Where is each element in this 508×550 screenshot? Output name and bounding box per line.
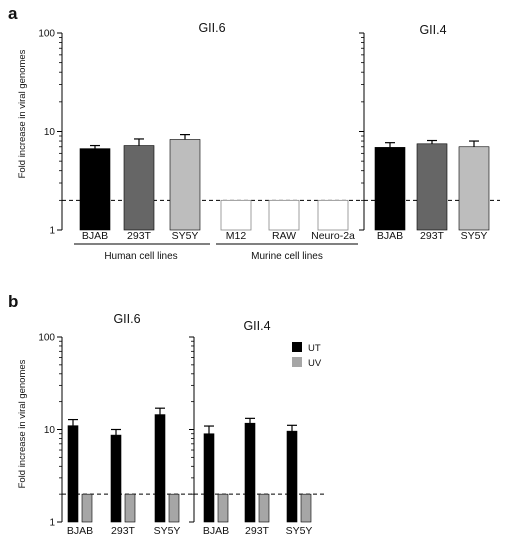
chart0-bar-raw <box>268 199 300 231</box>
chart2-bar-uv-sy5y <box>168 493 180 523</box>
panel-b-right-title: GII.4 <box>243 319 270 333</box>
chart3-bar-uv-293t <box>258 493 270 523</box>
chart3-category-label: 293T <box>245 525 270 537</box>
chart2-tick-label: 1 <box>49 518 55 529</box>
chart0-bar-bjab <box>79 148 111 231</box>
chart0-category-label: M12 <box>226 230 247 242</box>
legend-label-ut: UT <box>308 343 321 354</box>
chart2-bar-ut-bjab <box>67 425 79 523</box>
chart0-tick-label: 1 <box>49 226 55 237</box>
human-group-label: Human cell lines <box>104 251 177 262</box>
panel-b-ylabel: Fold increase in viral genomes <box>17 359 28 488</box>
chart3-bar-ut-sy5y <box>286 430 298 523</box>
chart1-category-label: 293T <box>420 230 445 242</box>
panel-a-letter: a <box>8 4 18 23</box>
chart0-bar-sy5y <box>169 139 201 231</box>
chart3-category-label: BJAB <box>203 525 229 537</box>
chart3-bar-ut-293t <box>244 422 256 523</box>
panel-a-right-title: GII.4 <box>419 23 446 37</box>
chart0-tick-label: 10 <box>44 127 56 138</box>
chart0-category-label: 293T <box>127 230 152 242</box>
panel-b-left-title: GII.6 <box>113 312 140 326</box>
chart0-category-label: SY5Y <box>172 230 199 242</box>
chart0-tick-label: 100 <box>38 29 55 40</box>
legend-swatch-uv <box>292 357 302 367</box>
panel-a-left-title: GII.6 <box>198 21 225 35</box>
chart2-tick-label: 10 <box>44 425 56 436</box>
chart3-bar-uv-sy5y <box>300 493 312 523</box>
legend-label-uv: UV <box>308 358 322 369</box>
legend: UT UV <box>292 342 322 369</box>
chart1-bar-293t <box>416 143 448 231</box>
chart3-bar-ut-bjab <box>203 433 215 523</box>
panel-b-letter: b <box>8 292 18 311</box>
panel-a-ylabel: Fold increase in viral genomes <box>17 49 28 178</box>
chart2-bar-uv-293t <box>124 493 136 523</box>
chart0-category-label: RAW <box>272 230 296 242</box>
chart3-bar-uv-bjab <box>217 493 229 523</box>
chart0-bar-293t <box>123 145 155 231</box>
chart2-bar-ut-293t <box>110 434 122 523</box>
chart0-bar-neuro-2a <box>317 199 349 231</box>
murine-group-label: Murine cell lines <box>251 251 323 262</box>
chart0-category-label: Neuro-2a <box>311 230 355 242</box>
charts-layer: 1 10 100 BJAB 293T SY5Y M12 RAW Neuro-2a BJAB 293T… <box>38 29 500 537</box>
chart1-bar-bjab <box>374 147 406 231</box>
chart1-category-label: SY5Y <box>461 230 488 242</box>
chart0-bar-m12 <box>220 199 252 231</box>
chart1-category-label: BJAB <box>377 230 403 242</box>
chart2-category-label: 293T <box>111 525 136 537</box>
chart2-bar-ut-sy5y <box>154 414 166 523</box>
chart3-category-label: SY5Y <box>286 525 313 537</box>
chart2-category-label: BJAB <box>67 525 93 537</box>
chart2-tick-label: 100 <box>38 333 55 344</box>
chart0-category-label: BJAB <box>82 230 108 242</box>
chart2-bar-uv-bjab <box>81 493 93 523</box>
legend-swatch-ut <box>292 342 302 352</box>
chart2-category-label: SY5Y <box>154 525 181 537</box>
chart1-bar-sy5y <box>458 146 490 231</box>
